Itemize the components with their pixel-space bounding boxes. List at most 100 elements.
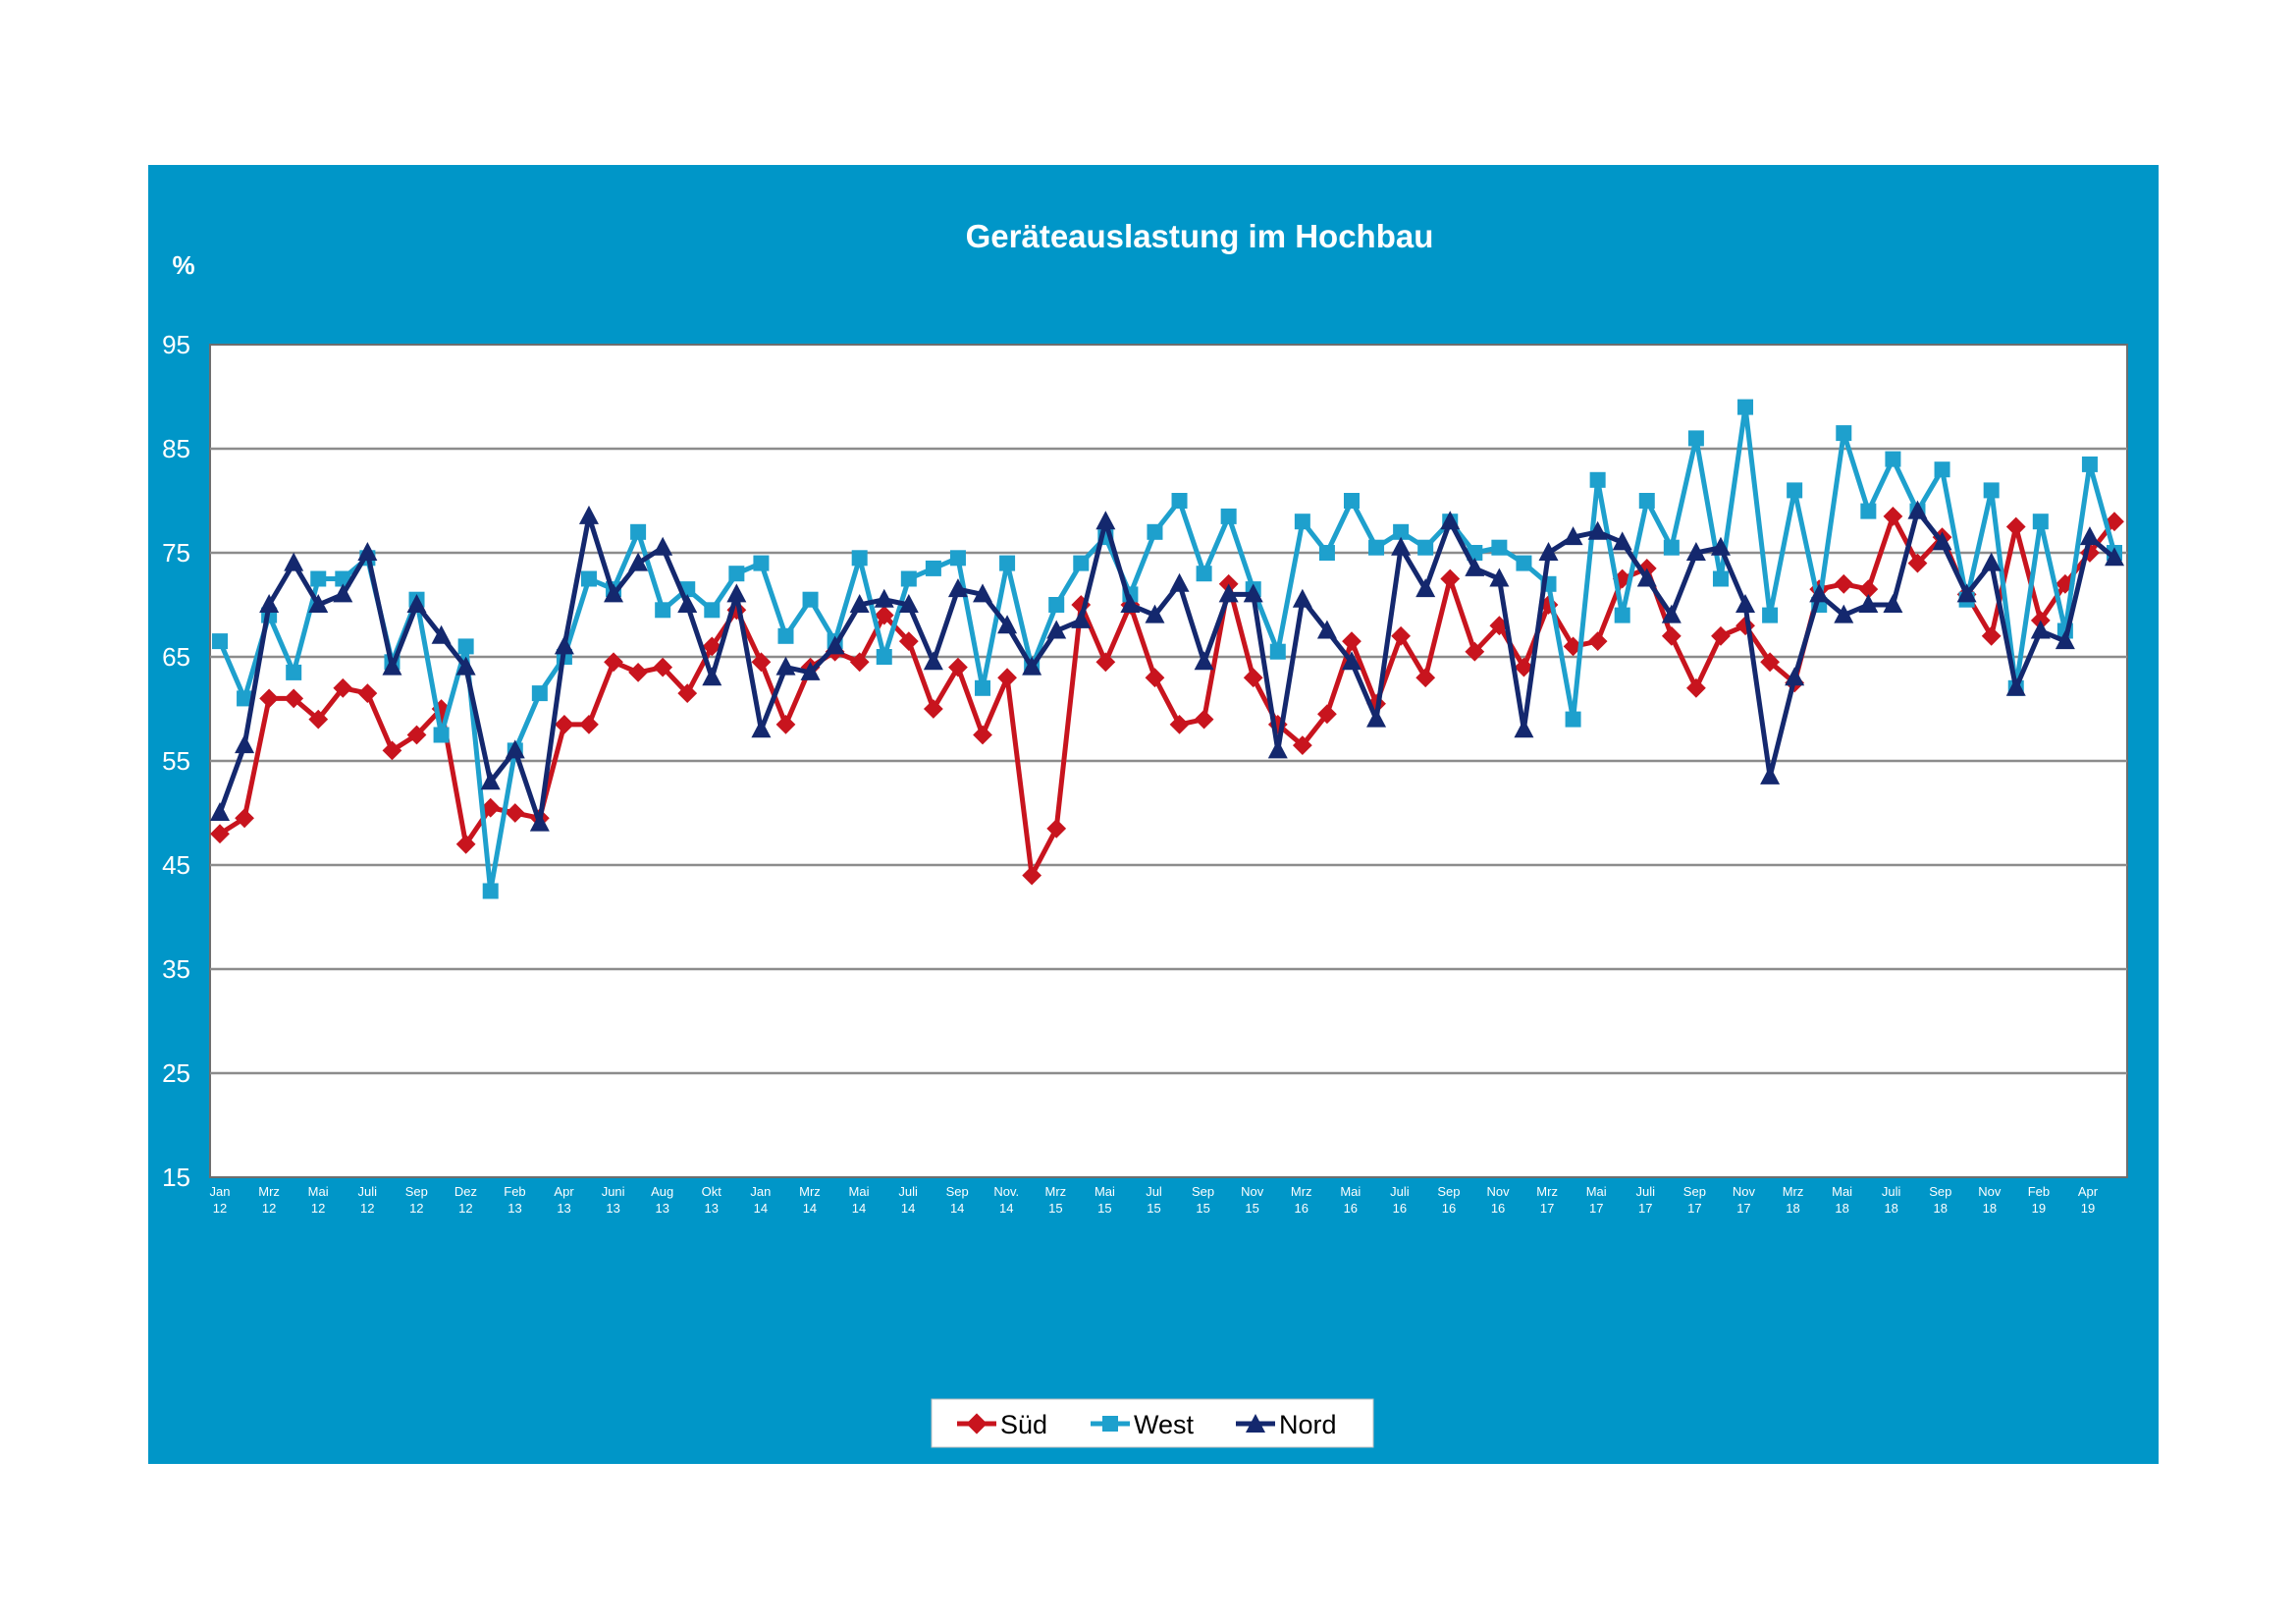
data-point-nord bbox=[1685, 542, 1706, 561]
data-point-west bbox=[1368, 539, 1385, 556]
data-point-nord bbox=[1710, 536, 1731, 556]
data-point-sued bbox=[406, 725, 427, 745]
data-point-nord bbox=[480, 771, 501, 790]
data-point-west bbox=[1934, 461, 1950, 478]
x-tick-label-year: 13 bbox=[705, 1201, 719, 1216]
data-point-sued bbox=[1145, 668, 1165, 688]
x-tick-label-year: 14 bbox=[950, 1201, 964, 1216]
series-line-nord bbox=[217, 509, 2116, 827]
x-tick-label-year: 12 bbox=[213, 1201, 227, 1216]
data-point-west bbox=[212, 633, 228, 650]
x-tick-label-month: Feb bbox=[504, 1184, 525, 1199]
data-point-sued bbox=[1834, 573, 1854, 594]
data-point-west bbox=[876, 649, 892, 665]
data-point-sued bbox=[1342, 631, 1362, 651]
x-tick-label-year: 13 bbox=[606, 1201, 619, 1216]
data-point-nord bbox=[1760, 765, 1781, 784]
data-point-nord bbox=[2055, 630, 2075, 650]
data-point-nord bbox=[1981, 552, 2002, 571]
data-point-nord bbox=[898, 594, 919, 613]
data-point-nord bbox=[1587, 520, 1608, 540]
data-point-west bbox=[457, 638, 474, 655]
y-tick-label: 15 bbox=[162, 1163, 190, 1192]
data-point-nord bbox=[1858, 594, 1879, 613]
x-tick-label-year: 17 bbox=[1736, 1201, 1750, 1216]
data-point-nord bbox=[1785, 667, 1805, 686]
data-point-nord bbox=[406, 594, 427, 613]
x-tick-label-month: Nov bbox=[1733, 1184, 1756, 1199]
data-point-sued bbox=[1711, 625, 1731, 646]
data-point-west bbox=[1614, 607, 1630, 623]
x-tick-label-year: 12 bbox=[311, 1201, 325, 1216]
data-point-nord bbox=[973, 583, 993, 603]
data-point-west bbox=[1171, 493, 1188, 509]
data-point-west bbox=[335, 570, 351, 587]
x-tick-label-year: 13 bbox=[507, 1201, 521, 1216]
x-tick-label-year: 13 bbox=[655, 1201, 668, 1216]
x-tick-label-month: Mai bbox=[1832, 1184, 1852, 1199]
x-tick-label-month: Sep bbox=[946, 1184, 969, 1199]
data-point-nord bbox=[1932, 531, 1952, 551]
legend-label-nord: Nord bbox=[1279, 1410, 1337, 1439]
data-point-west bbox=[1048, 597, 1065, 613]
data-point-nord bbox=[800, 661, 821, 680]
data-point-nord bbox=[1612, 531, 1632, 551]
x-tick-label-month: Nov bbox=[1241, 1184, 1264, 1199]
data-point-west bbox=[630, 523, 647, 540]
data-point-nord bbox=[1563, 526, 1583, 546]
x-tick-label-year: 14 bbox=[999, 1201, 1013, 1216]
data-point-west bbox=[1787, 482, 1803, 499]
data-point-nord bbox=[2005, 676, 2026, 696]
data-point-west bbox=[777, 627, 794, 644]
x-tick-label-month: Mai bbox=[1340, 1184, 1361, 1199]
x-tick-label-month: Apr bbox=[554, 1184, 574, 1199]
data-point-sued bbox=[1514, 657, 1534, 677]
x-tick-label-month: Mrz bbox=[258, 1184, 280, 1199]
x-tick-label-year: 14 bbox=[901, 1201, 915, 1216]
data-point-sued bbox=[2005, 516, 2026, 537]
data-point-sued bbox=[874, 605, 894, 625]
x-tick-label-year: 15 bbox=[1048, 1201, 1062, 1216]
x-tick-label-year: 15 bbox=[1147, 1201, 1160, 1216]
data-point-sued bbox=[1391, 625, 1412, 646]
x-tick-label-year: 17 bbox=[1589, 1201, 1603, 1216]
data-point-sued bbox=[555, 715, 574, 734]
data-point-west bbox=[1147, 523, 1163, 540]
data-point-west bbox=[1836, 425, 1852, 442]
data-point-sued bbox=[1981, 625, 2002, 646]
x-tick-label-year: 18 bbox=[1786, 1201, 1799, 1216]
x-tick-label-month: Feb bbox=[2028, 1184, 2050, 1199]
data-point-sued bbox=[898, 631, 919, 651]
data-point-west bbox=[1196, 566, 1212, 582]
data-point-sued bbox=[1169, 715, 1190, 734]
data-point-sued bbox=[1907, 553, 1928, 573]
data-point-west bbox=[1712, 570, 1729, 587]
data-point-nord bbox=[578, 505, 599, 524]
data-point-nord bbox=[382, 656, 402, 676]
data-point-sued bbox=[308, 709, 329, 730]
data-point-nord bbox=[455, 656, 476, 676]
x-tick-label-year: 16 bbox=[1442, 1201, 1456, 1216]
data-point-west bbox=[802, 591, 819, 608]
legend-item-west: West bbox=[1091, 1410, 1195, 1439]
data-point-nord bbox=[947, 578, 968, 598]
data-point-sued bbox=[1858, 579, 1879, 599]
data-point-sued bbox=[1046, 819, 1067, 839]
data-point-sued bbox=[1661, 625, 1682, 646]
x-tick-label-month: Mai bbox=[1586, 1184, 1607, 1199]
legend-label-sued: Süd bbox=[1000, 1410, 1047, 1439]
data-point-nord bbox=[333, 583, 353, 603]
data-point-nord bbox=[308, 594, 329, 613]
data-point-west bbox=[1762, 607, 1779, 623]
x-tick-label-year: 17 bbox=[1540, 1201, 1554, 1216]
data-point-nord bbox=[1956, 583, 1977, 603]
x-tick-label-year: 18 bbox=[1884, 1201, 1897, 1216]
data-point-nord bbox=[235, 734, 255, 754]
data-point-west bbox=[704, 602, 721, 619]
data-point-nord bbox=[1169, 572, 1190, 592]
chart-svg: Geräteauslastung im Hochbau % 15 25 35 45 55… bbox=[162, 218, 2128, 1448]
data-point-sued bbox=[1194, 709, 1214, 730]
x-tick-label-month: Nov. bbox=[993, 1184, 1019, 1199]
x-tick-label-month: Juli bbox=[357, 1184, 377, 1199]
x-tick-label-year: 18 bbox=[1934, 1201, 1948, 1216]
